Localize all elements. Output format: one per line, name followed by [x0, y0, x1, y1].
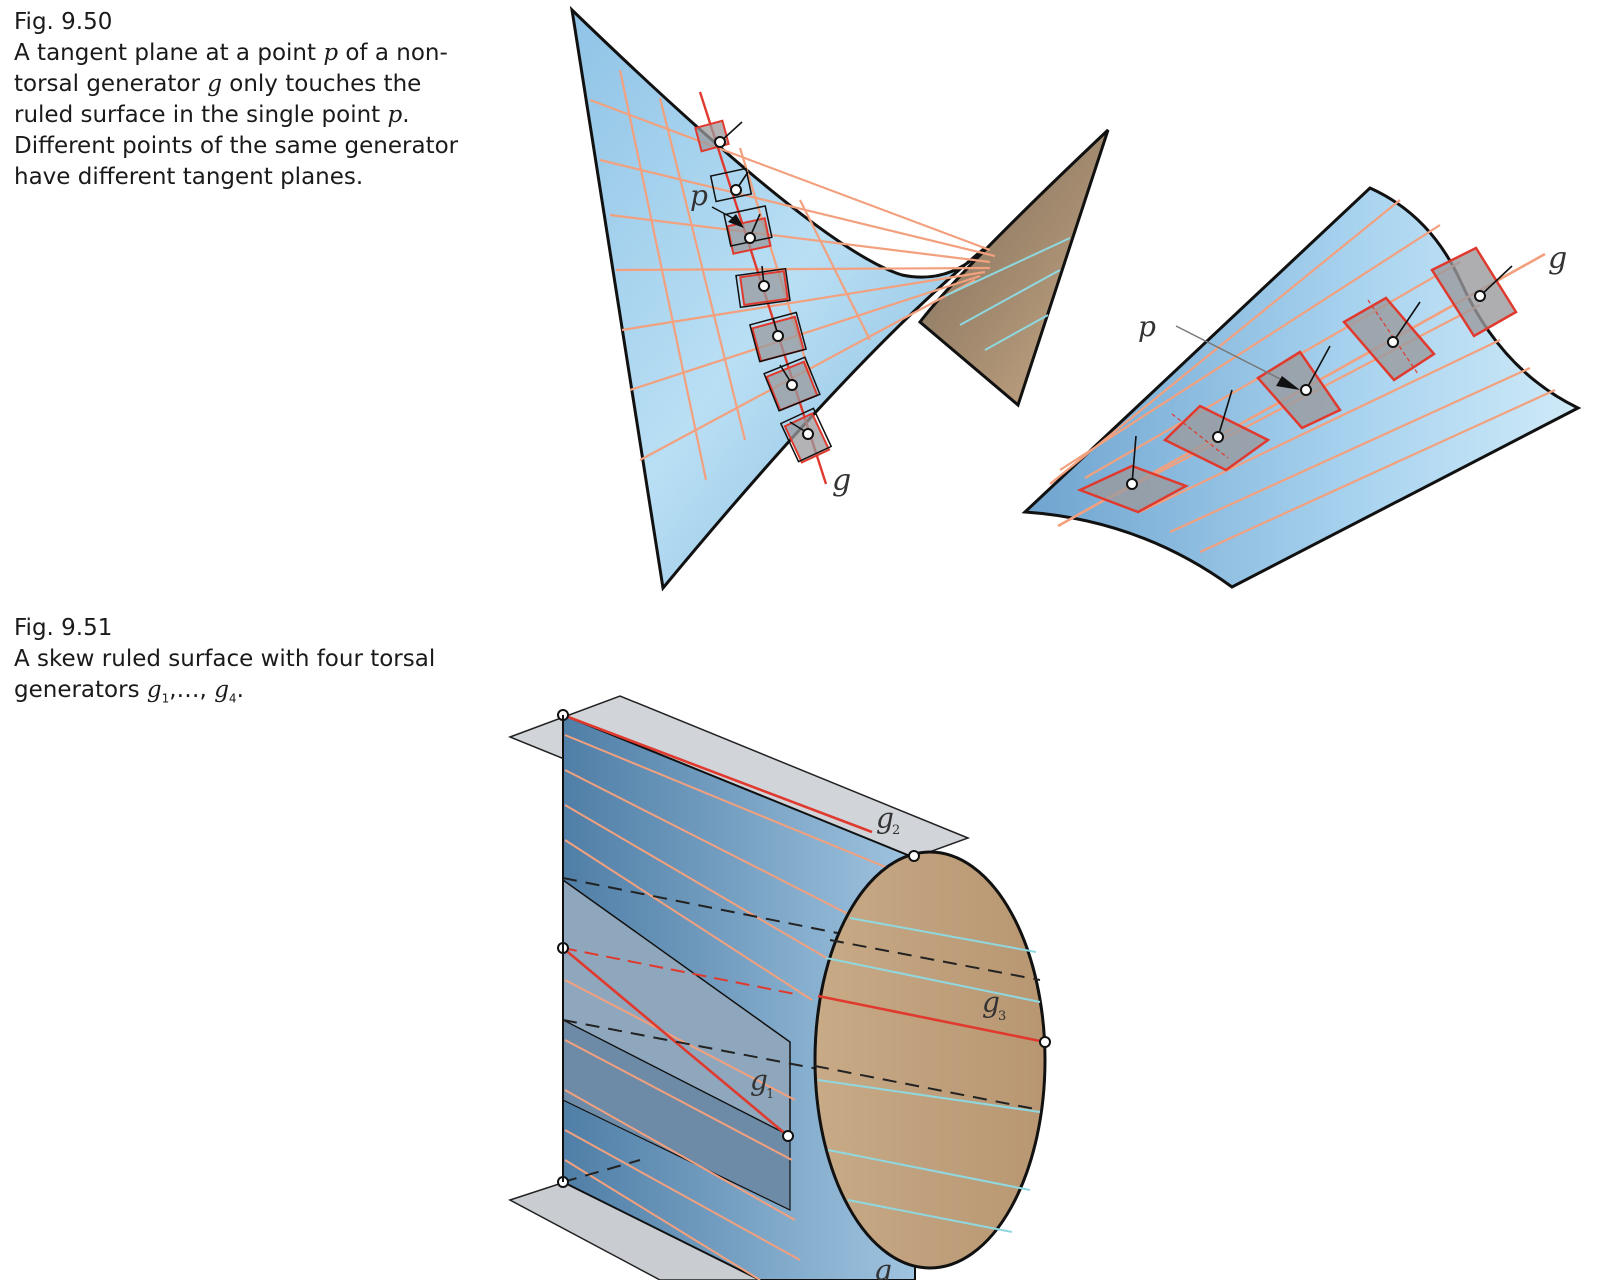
- p-arrow-right: [1175, 325, 1291, 385]
- contact-points-right: [1126, 290, 1486, 490]
- disc-hidden-edges: [814, 939, 1041, 1111]
- contact-points-left: [714, 136, 814, 440]
- caption-line: Different points of the same generator: [14, 133, 459, 159]
- end-disc: [813, 850, 1047, 1270]
- normal-lines-right: [1131, 265, 1513, 485]
- saddle-back-face: [917, 128, 1110, 408]
- caption-line: ruled surface in the single point p.: [14, 102, 410, 128]
- saddle-back-generators: [944, 237, 1071, 351]
- torsal-generator-g3: [817, 994, 1046, 1044]
- caption-line: generators g1,…, g4.: [14, 677, 244, 706]
- label-g3: g: [982, 986, 1000, 1019]
- label-g2-sub: 2: [892, 823, 900, 838]
- label-p-left: p: [690, 179, 708, 212]
- label-g4: g: [874, 1254, 892, 1280]
- torsal-generator-g1-hidden: [562, 947, 801, 996]
- torsal-generator-g1: [562, 947, 789, 1137]
- label-g2: g: [876, 802, 894, 835]
- ruled-surface-right: p g: [1021, 186, 1582, 589]
- caption-line: A skew ruled surface with four torsal: [14, 646, 436, 672]
- tangent-plane: [1430, 246, 1518, 338]
- p-arrow-head-left: [728, 214, 744, 228]
- skew-ruled-surface: g 2 g 3 g 1 g: [507, 695, 1051, 1280]
- label-p-right: p: [1138, 310, 1156, 343]
- fig-9-51-caption: Fig. 9.51 A skew ruled surface with four…: [14, 613, 484, 715]
- caption-line: A tangent plane at a point p of a non-: [14, 40, 448, 66]
- fig-9-50-number: Fig. 9.50: [14, 9, 113, 35]
- label-g3-sub: 3: [998, 1009, 1006, 1024]
- label-g1-sub: 1: [766, 1087, 774, 1102]
- caption-line: have different tangent planes.: [14, 164, 364, 190]
- torsal-generator-g2: [562, 713, 873, 834]
- label-g-right: g: [1548, 241, 1567, 276]
- saddle-surface: p g: [569, 5, 1110, 592]
- fig-9-50-caption: Fig. 9.50 A tangent plane at a point p o…: [14, 7, 484, 193]
- disc-generators: [817, 917, 1041, 1233]
- body-generators: [564, 734, 906, 1280]
- tangent-plane-outlines: [709, 167, 833, 463]
- p-arrow-head-right: [1276, 376, 1300, 390]
- fig-9-51-number: Fig. 9.51: [14, 615, 113, 641]
- label-g1: g: [750, 1064, 768, 1097]
- tangent-plane: [1256, 350, 1342, 430]
- label-g-left: g: [832, 463, 851, 498]
- caption-line: torsal generator g only touches the: [14, 71, 422, 97]
